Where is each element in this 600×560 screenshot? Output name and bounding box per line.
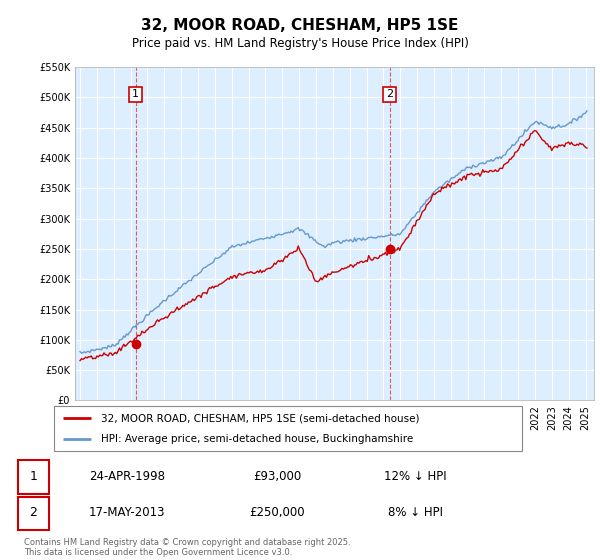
- Text: £250,000: £250,000: [249, 506, 305, 520]
- Text: 24-APR-1998: 24-APR-1998: [89, 470, 165, 483]
- Text: HPI: Average price, semi-detached house, Buckinghamshire: HPI: Average price, semi-detached house,…: [101, 433, 413, 444]
- Text: 32, MOOR ROAD, CHESHAM, HP5 1SE (semi-detached house): 32, MOOR ROAD, CHESHAM, HP5 1SE (semi-de…: [101, 413, 419, 423]
- FancyBboxPatch shape: [54, 406, 522, 451]
- FancyBboxPatch shape: [18, 497, 49, 530]
- Text: 1: 1: [29, 470, 37, 483]
- Text: 32, MOOR ROAD, CHESHAM, HP5 1SE: 32, MOOR ROAD, CHESHAM, HP5 1SE: [142, 18, 458, 32]
- Text: 2: 2: [386, 90, 393, 100]
- FancyBboxPatch shape: [18, 460, 49, 494]
- Text: 2: 2: [29, 506, 37, 520]
- Text: 8% ↓ HPI: 8% ↓ HPI: [388, 506, 443, 520]
- Text: 12% ↓ HPI: 12% ↓ HPI: [384, 470, 446, 483]
- Text: 17-MAY-2013: 17-MAY-2013: [89, 506, 166, 520]
- Text: £93,000: £93,000: [253, 470, 301, 483]
- Text: Contains HM Land Registry data © Crown copyright and database right 2025.
This d: Contains HM Land Registry data © Crown c…: [24, 538, 350, 557]
- Text: Price paid vs. HM Land Registry's House Price Index (HPI): Price paid vs. HM Land Registry's House …: [131, 36, 469, 50]
- Text: 1: 1: [132, 90, 139, 100]
